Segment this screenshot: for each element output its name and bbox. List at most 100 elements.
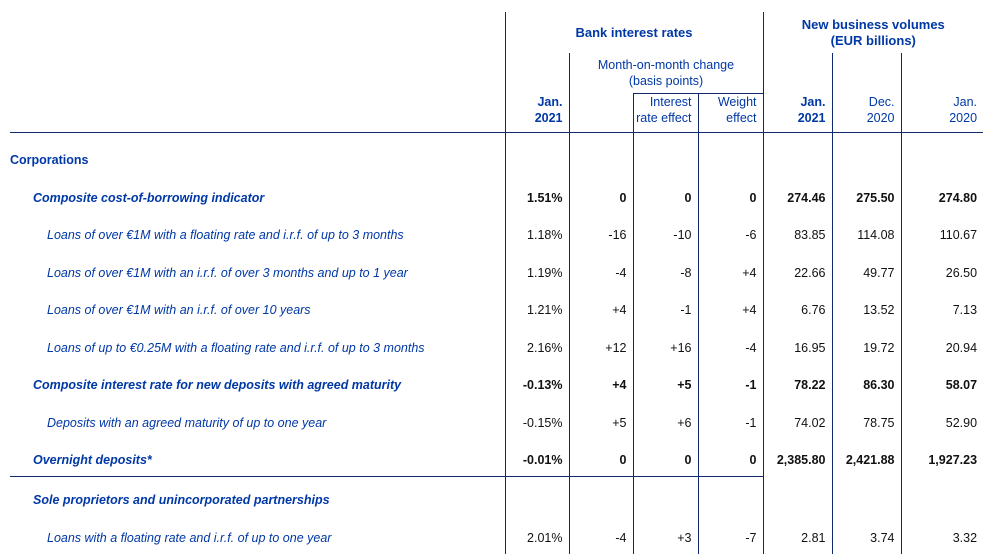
cell-volume-jan-2021: 6.76 bbox=[762, 288, 832, 326]
cell-weight-effect: -7 bbox=[697, 516, 763, 554]
cell-weight-effect bbox=[697, 476, 763, 516]
header-col-dec-2020: Dec. 2020 bbox=[831, 53, 901, 133]
table-row: Composite cost-of-borrowing indicator 1.… bbox=[10, 176, 983, 214]
cell-volume-dec-2020: 49.77 bbox=[831, 251, 901, 289]
cell-mom-change: +12 bbox=[568, 326, 633, 364]
cell-volume-jan-2020 bbox=[900, 132, 983, 176]
cell-mom-change: 0 bbox=[568, 176, 633, 214]
cell-volume-jan-2021: 22.66 bbox=[762, 251, 832, 289]
header-col-weight-effect: Weight effect bbox=[697, 92, 763, 133]
cell-mom-change: +4 bbox=[568, 363, 633, 401]
row-label: Corporations bbox=[10, 153, 89, 167]
row-label: Loans of over €1M with an i.r.f. of over… bbox=[47, 303, 311, 317]
cell-mom-change: +5 bbox=[568, 401, 633, 439]
cell-weight-effect: +4 bbox=[697, 288, 763, 326]
cell-weight-effect: -6 bbox=[697, 213, 763, 251]
cell-interest-rate-effect: -1 bbox=[632, 288, 698, 326]
cell-rate-jan-2021: 2.16% bbox=[504, 326, 569, 364]
cell-volume-jan-2020: 274.80 bbox=[900, 176, 983, 214]
cell-interest-rate-effect: -10 bbox=[632, 213, 698, 251]
row-label: Composite interest rate for new deposits… bbox=[33, 378, 402, 392]
cell-volume-jan-2020: 7.13 bbox=[900, 288, 983, 326]
cell-rate-jan-2021 bbox=[504, 132, 569, 176]
header-bank-interest-rates: Bank interest rates bbox=[504, 12, 763, 53]
cell-interest-rate-effect: +5 bbox=[632, 363, 698, 401]
cell-rate-jan-2021: -0.15% bbox=[504, 401, 569, 439]
cell-rate-jan-2021: 1.18% bbox=[504, 213, 569, 251]
header-col-interest-rate-effect: Interest rate effect bbox=[632, 92, 698, 133]
header-volumes-line2: (EUR billions) bbox=[830, 32, 916, 48]
cell-mom-change: -16 bbox=[568, 213, 633, 251]
table-row: Loans of over €1M with an i.r.f. of over… bbox=[10, 288, 983, 326]
table-body: Corporations Composite cost-of-borrowing… bbox=[10, 132, 983, 554]
row-label: Overnight deposits* bbox=[10, 438, 505, 477]
row-label: Loans of over €1M with a floating rate a… bbox=[47, 228, 404, 242]
header-mom-line1: Month-on-month change bbox=[597, 57, 735, 72]
cell-rate-jan-2021: 1.51% bbox=[504, 176, 569, 214]
cell-volume-dec-2020: 19.72 bbox=[831, 326, 901, 364]
cell-rate-jan-2021: -0.13% bbox=[504, 363, 569, 401]
cell-weight-effect bbox=[697, 132, 763, 176]
cell-volume-jan-2020: 52.90 bbox=[900, 401, 983, 439]
cell-mom-change bbox=[568, 132, 633, 176]
interest-rates-table: Bank interest rates New business volumes… bbox=[10, 12, 983, 554]
header-col-jan-2021-volumes: Jan. 2021 bbox=[762, 53, 832, 133]
cell-mom-change bbox=[568, 476, 633, 516]
cell-rate-jan-2021 bbox=[504, 476, 569, 516]
table-row: Corporations bbox=[10, 132, 983, 176]
cell-volume-dec-2020: 275.50 bbox=[831, 176, 901, 214]
cell-weight-effect: -1 bbox=[697, 401, 763, 439]
cell-weight-effect: 0 bbox=[697, 438, 763, 477]
cell-rate-jan-2021: 1.21% bbox=[504, 288, 569, 326]
row-label: Sole proprietors and unincorporated part… bbox=[33, 493, 330, 507]
cell-volume-jan-2021 bbox=[762, 132, 832, 176]
row-label: Loans with a floating rate and i.r.f. of… bbox=[47, 530, 332, 545]
cell-volume-dec-2020: 114.08 bbox=[831, 213, 901, 251]
cell-volume-jan-2020: 20.94 bbox=[900, 326, 983, 364]
cell-mom-change: -4 bbox=[568, 516, 633, 554]
cell-volume-dec-2020: 78.75 bbox=[831, 401, 901, 439]
cell-volume-dec-2020: 3.74 bbox=[831, 516, 901, 554]
cell-weight-effect: -4 bbox=[697, 326, 763, 364]
row-label: Loans of up to €0.25M with a floating ra… bbox=[47, 340, 425, 355]
cell-weight-effect: -1 bbox=[697, 363, 763, 401]
cell-volume-jan-2021: 83.85 bbox=[762, 213, 832, 251]
table-row: Loans of up to €0.25M with a floating ra… bbox=[10, 326, 983, 364]
cell-interest-rate-effect bbox=[632, 132, 698, 176]
cell-volume-jan-2021: 2.81 bbox=[762, 516, 832, 554]
header-new-business-volumes: New business volumes (EUR billions) bbox=[762, 12, 983, 53]
cell-volume-jan-2021 bbox=[762, 476, 832, 516]
cell-rate-jan-2021: -0.01% bbox=[504, 438, 569, 477]
header-mom-line2: (basis points) bbox=[628, 73, 704, 88]
cell-volume-jan-2021: 274.46 bbox=[762, 176, 832, 214]
cell-volume-dec-2020 bbox=[831, 476, 901, 516]
cell-mom-change: -4 bbox=[568, 251, 633, 289]
table-row: Composite interest rate for new deposits… bbox=[10, 363, 983, 401]
cell-volume-jan-2020: 3.32 bbox=[900, 516, 983, 554]
table-row: Sole proprietors and unincorporated part… bbox=[10, 476, 983, 516]
cell-volume-jan-2020: 26.50 bbox=[900, 251, 983, 289]
row-label: Loans of over €1M with an i.r.f. of over… bbox=[47, 265, 408, 280]
cell-volume-jan-2020: 1,927.23 bbox=[900, 438, 983, 476]
header-label-spacer bbox=[10, 12, 505, 133]
table-row: Loans of over €1M with an i.r.f. of over… bbox=[10, 251, 983, 289]
cell-mom-change: +4 bbox=[568, 288, 633, 326]
cell-volume-jan-2020: 58.07 bbox=[900, 363, 983, 401]
cell-volume-dec-2020: 86.30 bbox=[831, 363, 901, 401]
row-label: Deposits with an agreed maturity of up t… bbox=[47, 415, 327, 430]
table-row: Loans with a floating rate and i.r.f. of… bbox=[10, 516, 983, 554]
cell-interest-rate-effect: 0 bbox=[632, 176, 698, 214]
cell-volume-dec-2020 bbox=[831, 132, 901, 176]
cell-weight-effect: 0 bbox=[697, 176, 763, 214]
cell-volume-jan-2021: 78.22 bbox=[762, 363, 832, 401]
table-row: Deposits with an agreed maturity of up t… bbox=[10, 401, 983, 439]
cell-interest-rate-effect: +16 bbox=[632, 326, 698, 364]
cell-rate-jan-2021: 1.19% bbox=[504, 251, 569, 289]
cell-interest-rate-effect bbox=[632, 476, 698, 516]
cell-volume-jan-2020: 110.67 bbox=[900, 213, 983, 251]
cell-interest-rate-effect: +3 bbox=[632, 516, 698, 554]
cell-volume-jan-2021: 74.02 bbox=[762, 401, 832, 439]
header-volumes-line1: New business volumes bbox=[801, 16, 945, 32]
header-mom-total-spacer bbox=[568, 93, 633, 133]
cell-weight-effect: +4 bbox=[697, 251, 763, 289]
